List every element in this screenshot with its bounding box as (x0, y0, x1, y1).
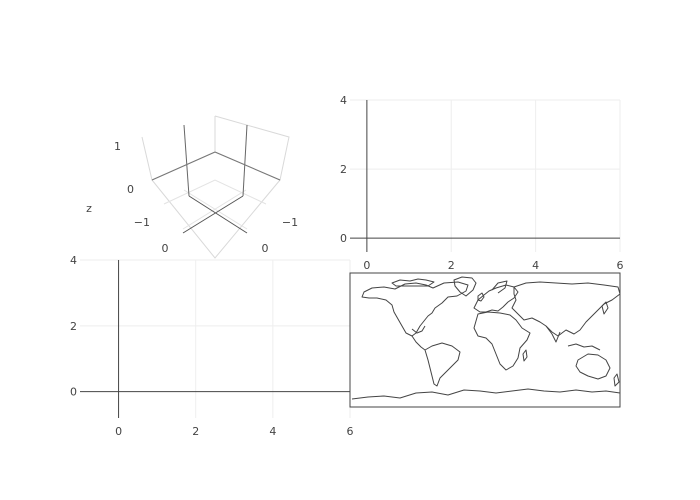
coastline-scandinavia (491, 280, 508, 294)
coastline-north-america (361, 281, 469, 337)
coastline-antarctica (351, 388, 621, 400)
coastline-india (545, 325, 561, 343)
scene-z-axis-left (183, 124, 190, 197)
scene-floor (151, 179, 281, 259)
coastline-gulf (411, 325, 426, 334)
bottom-x-tick-0: 0 (115, 425, 122, 438)
scene-3d[interactable]: 1 0 −1 z 0 0 −1 (86, 115, 298, 259)
top-y-tick-2: 2 (340, 163, 347, 176)
scene-x-tick-0: 0 (162, 242, 169, 255)
coastline-new-zealand (613, 373, 620, 387)
geo-frame (349, 272, 621, 408)
coastline-greenland (453, 276, 477, 297)
scene-floor-line-a (182, 189, 247, 230)
coastline-arctic-islands (391, 278, 435, 287)
coastline-madagascar (522, 349, 528, 362)
scene-center-right (214, 151, 281, 181)
bottom-y-tick-0: 0 (70, 386, 77, 399)
bottom-x-tick-6: 6 (347, 425, 354, 438)
bottom-y-tick-2: 2 (70, 320, 77, 333)
scene-back-wall-left (141, 116, 216, 181)
coastline-south-america (424, 342, 461, 387)
scene-z-tick-top: 1 (114, 140, 121, 153)
scene-z-tick-bottom: −1 (134, 216, 150, 229)
geo-background (350, 273, 620, 407)
scene-center-left (151, 151, 216, 181)
scene-floor-inner (163, 179, 267, 205)
top-x-tick-4: 4 (532, 259, 539, 272)
coastline-europe (473, 284, 519, 313)
top-x-tick-6: 6 (617, 259, 624, 272)
coastline-indonesia (567, 343, 601, 351)
coastlines (351, 276, 621, 400)
scene-z-label: z (86, 202, 92, 215)
scene-y-tick-neg1: −1 (282, 216, 298, 229)
top-x-tick-0: 0 (363, 259, 370, 272)
plot-top-right[interactable]: 0 2 4 6 0 2 4 (340, 94, 624, 272)
plot-bottom-left[interactable]: 0 2 4 6 0 2 4 (70, 254, 354, 438)
top-y-tick-4: 4 (340, 94, 347, 107)
top-y-tick-0: 0 (340, 232, 347, 245)
coastline-africa (473, 311, 531, 371)
scene-floor-axis-a (188, 195, 248, 234)
coastline-uk (477, 292, 485, 302)
scene-floor-line-b (183, 189, 248, 230)
coastline-japan (601, 301, 609, 315)
top-x-tick-2: 2 (448, 259, 455, 272)
scene-back-wall-right (214, 115, 290, 181)
coastline-central-america (411, 335, 426, 351)
scene-y-tick-0: 0 (262, 242, 269, 255)
scene-z-axis-right (242, 124, 248, 197)
scene-floor-axis-b (182, 195, 244, 234)
geo-map[interactable] (349, 272, 621, 408)
bottom-x-tick-2: 2 (192, 425, 199, 438)
coastline-australia (575, 353, 611, 380)
bottom-y-tick-4: 4 (70, 254, 77, 267)
scene-labels: 1 0 −1 z 0 0 −1 (86, 140, 298, 255)
bottom-x-tick-4: 4 (269, 425, 276, 438)
coastline-asia (511, 281, 621, 337)
scene-z-tick-mid: 0 (127, 183, 134, 196)
scene-wireframe (141, 115, 290, 259)
